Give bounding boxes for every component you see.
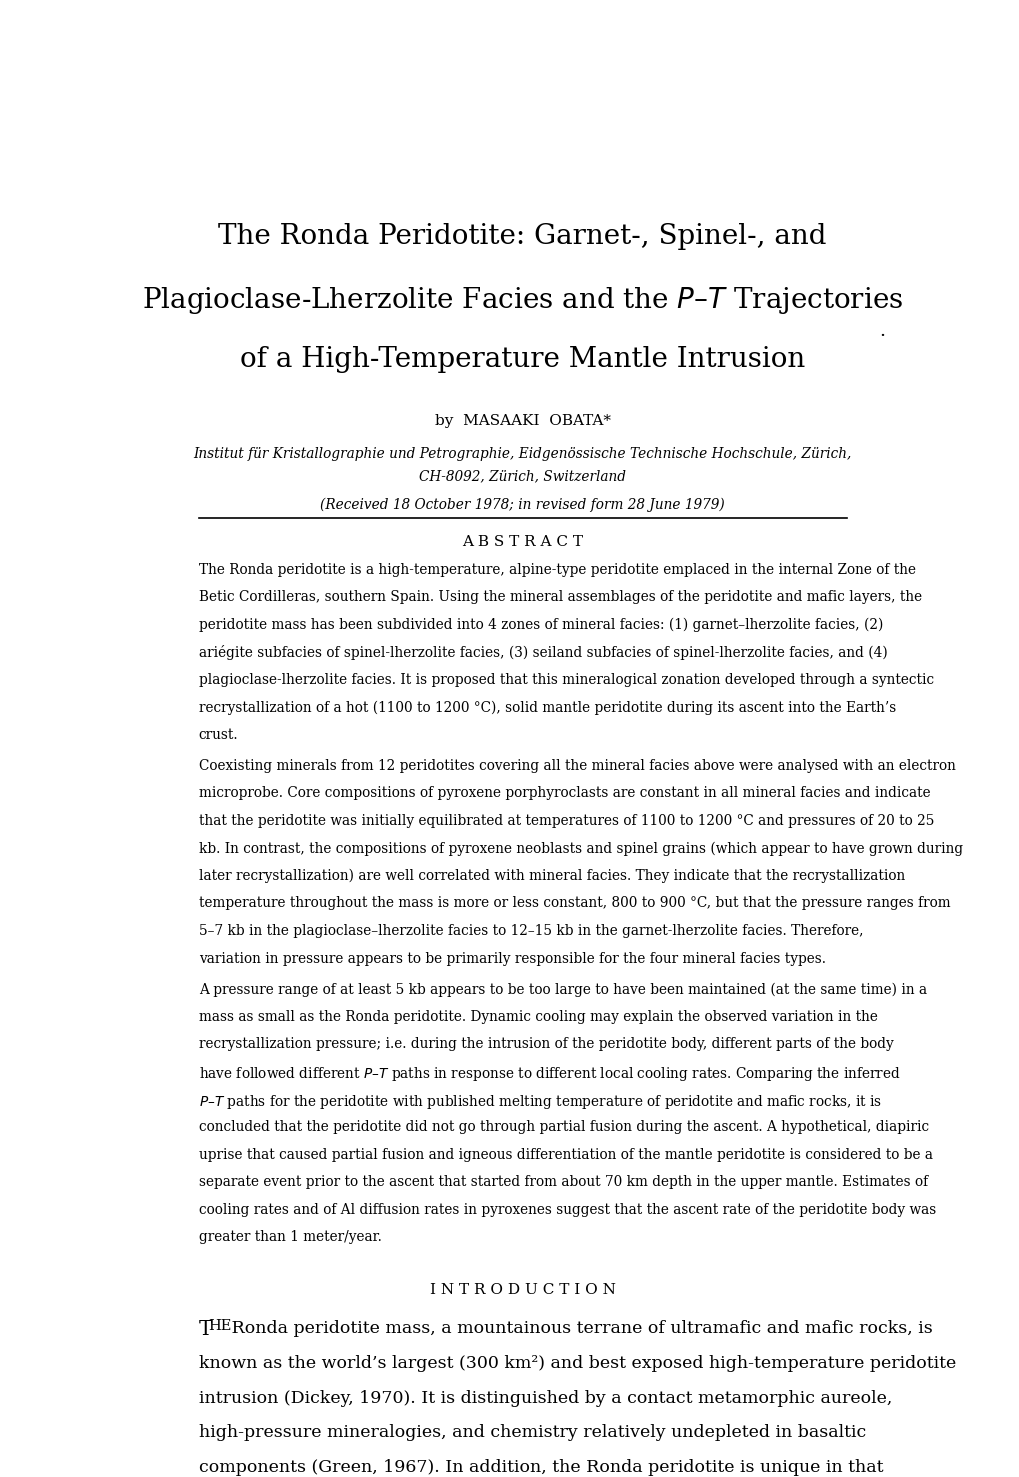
Text: T: T (199, 1320, 212, 1340)
Text: have followed different $P$–$T$ paths in response to different local cooling rat: have followed different $P$–$T$ paths in… (199, 1065, 900, 1083)
Text: A pressure range of at least 5 kb appears to be too large to have been maintaine: A pressure range of at least 5 kb appear… (199, 982, 926, 997)
Text: recrystallization of a hot (1100 to 1200 °C), solid mantle peridotite during its: recrystallization of a hot (1100 to 1200… (199, 700, 895, 715)
Text: $P$–$T$ paths for the peridotite with published melting temperature of peridotit: $P$–$T$ paths for the peridotite with pu… (199, 1093, 880, 1111)
Text: Plagioclase-Lherzolite Facies and the $P$–$T$ Trajectories: Plagioclase-Lherzolite Facies and the $P… (142, 285, 903, 316)
Text: temperature throughout the mass is more or less constant, 800 to 900 °C, but tha: temperature throughout the mass is more … (199, 897, 950, 910)
Text: 5–7 kb in the plagioclase–lherzolite facies to 12–15 kb in the garnet-lherzolite: 5–7 kb in the plagioclase–lherzolite fac… (199, 925, 862, 938)
Text: Coexisting minerals from 12 peridotites covering all the mineral facies above we: Coexisting minerals from 12 peridotites … (199, 759, 955, 772)
Text: high-pressure mineralogies, and chemistry relatively undepleted in basaltic: high-pressure mineralogies, and chemistr… (199, 1424, 865, 1442)
Text: HE: HE (208, 1319, 231, 1332)
Text: separate event prior to the ascent that started from about 70 km depth in the up: separate event prior to the ascent that … (199, 1176, 927, 1189)
Text: by  MASAAKI  OBATA*: by MASAAKI OBATA* (434, 414, 610, 428)
Text: variation in pressure appears to be primarily responsible for the four mineral f: variation in pressure appears to be prim… (199, 951, 824, 966)
Text: known as the world’s largest (300 km²) and best exposed high-temperature peridot: known as the world’s largest (300 km²) a… (199, 1354, 955, 1372)
Text: mass as small as the Ronda peridotite. Dynamic cooling may explain the observed : mass as small as the Ronda peridotite. D… (199, 1010, 876, 1024)
Text: The Ronda peridotite is a high-temperature, alpine-type peridotite emplaced in t: The Ronda peridotite is a high-temperatu… (199, 563, 915, 578)
Text: components (Green, 1967). In addition, the Ronda peridotite is unique in that: components (Green, 1967). In addition, t… (199, 1459, 882, 1476)
Text: of a High-Temperature Mantle Intrusion: of a High-Temperature Mantle Intrusion (239, 346, 805, 372)
Text: later recrystallization) are well correlated with mineral facies. They indicate : later recrystallization) are well correl… (199, 868, 904, 883)
Text: kb. In contrast, the compositions of pyroxene neoblasts and spinel grains (which: kb. In contrast, the compositions of pyr… (199, 842, 962, 855)
Text: Ronda peridotite mass, a mountainous terrane of ultramafic and mafic rocks, is: Ronda peridotite mass, a mountainous ter… (225, 1320, 931, 1337)
Text: ·: · (878, 328, 884, 346)
Text: peridotite mass has been subdivided into 4 zones of mineral facies: (1) garnet–l: peridotite mass has been subdivided into… (199, 617, 882, 632)
Text: (Received 18 October 1978; in revised form 28 June 1979): (Received 18 October 1978; in revised fo… (320, 498, 725, 513)
Text: cooling rates and of Al diffusion rates in pyroxenes suggest that the ascent rat: cooling rates and of Al diffusion rates … (199, 1202, 935, 1217)
Text: The Ronda Peridotite: Garnet-, Spinel-, and: The Ronda Peridotite: Garnet-, Spinel-, … (218, 223, 826, 250)
Text: Betic Cordilleras, southern Spain. Using the mineral assemblages of the peridoti: Betic Cordilleras, southern Spain. Using… (199, 591, 921, 604)
Text: recrystallization pressure; i.e. during the intrusion of the peridotite body, di: recrystallization pressure; i.e. during … (199, 1037, 893, 1052)
Text: plagioclase-lherzolite facies. It is proposed that this mineralogical zonation d: plagioclase-lherzolite facies. It is pro… (199, 674, 932, 687)
Text: A B S T R A C T: A B S T R A C T (462, 536, 583, 549)
Text: uprise that caused partial fusion and igneous differentiation of the mantle peri: uprise that caused partial fusion and ig… (199, 1148, 931, 1161)
Text: I N T R O D U C T I O N: I N T R O D U C T I O N (429, 1282, 615, 1297)
Text: ariégite subfacies of spinel-lherzolite facies, (3) seiland subfacies of spinel-: ariégite subfacies of spinel-lherzolite … (199, 645, 887, 660)
Text: that the peridotite was initially equilibrated at temperatures of 1100 to 1200 °: that the peridotite was initially equili… (199, 814, 933, 829)
Text: microprobe. Core compositions of pyroxene porphyroclasts are constant in all min: microprobe. Core compositions of pyroxen… (199, 786, 929, 801)
Text: Institut für Kristallographie und Petrographie, Eidgenössische Technische Hochsc: Institut für Kristallographie und Petrog… (194, 446, 851, 461)
Text: concluded that the peridotite did not go through partial fusion during the ascen: concluded that the peridotite did not go… (199, 1120, 928, 1134)
Text: CH-8092, Zürich, Switzerland: CH-8092, Zürich, Switzerland (419, 470, 626, 483)
Text: crust.: crust. (199, 728, 238, 741)
Text: greater than 1 meter/year.: greater than 1 meter/year. (199, 1230, 381, 1244)
Text: intrusion (Dickey, 1970). It is distinguished by a contact metamorphic aureole,: intrusion (Dickey, 1970). It is distingu… (199, 1390, 892, 1406)
